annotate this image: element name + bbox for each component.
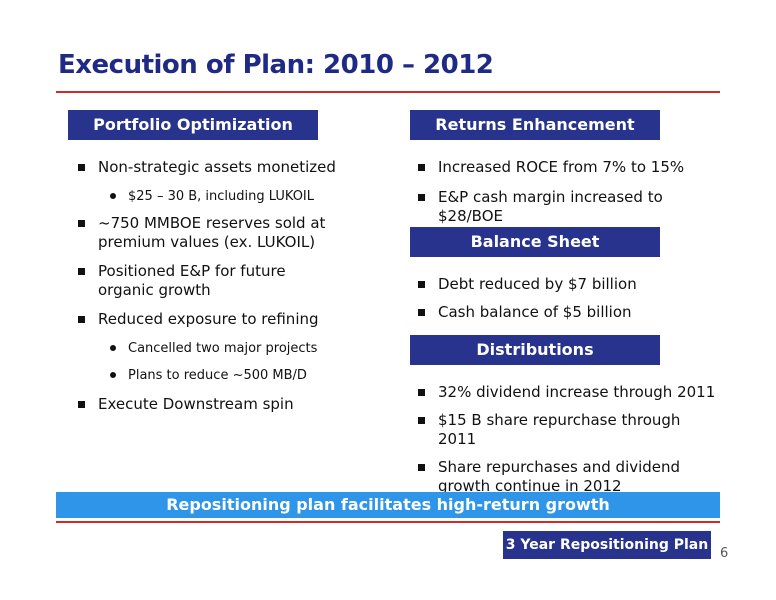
page-number: 6	[720, 546, 729, 561]
balance-sheet-header: Balance Sheet	[410, 227, 660, 257]
bottom-divider	[56, 521, 720, 523]
list-item: $15 B share repurchase through 2011	[416, 411, 716, 449]
summary-banner: Repositioning plan facilitates high-retu…	[56, 492, 720, 518]
returns-enhancement-list: Increased ROCE from 7% to 15% E&P cash m…	[416, 158, 716, 226]
list-item: Debt reduced by $7 billion	[416, 275, 716, 294]
list-item: Positioned E&P for future organic growth	[76, 262, 346, 300]
list-item: Share repurchases and dividend growth co…	[416, 458, 716, 496]
list-item: Non-strategic assets monetized	[76, 158, 346, 177]
slide-title: Execution of Plan: 2010 – 2012	[58, 50, 494, 80]
repositioning-plan-label: 3 Year Repositioning Plan	[503, 531, 711, 559]
list-item: Cash balance of $5 billion	[416, 303, 716, 322]
returns-enhancement-header: Returns Enhancement	[410, 110, 660, 140]
list-subitem: Plans to reduce ~500 MB/D	[76, 366, 346, 385]
distributions-list: 32% dividend increase through 2011 $15 B…	[416, 383, 716, 496]
distributions-header: Distributions	[410, 335, 660, 365]
list-item: 32% dividend increase through 2011	[416, 383, 716, 402]
list-subitem: Cancelled two major projects	[76, 339, 346, 358]
list-item: Execute Downstream spin	[76, 395, 346, 414]
list-item: Increased ROCE from 7% to 15%	[416, 158, 716, 177]
portfolio-optimization-header: Portfolio Optimization	[68, 110, 318, 140]
balance-sheet-list: Debt reduced by $7 billion Cash balance …	[416, 275, 716, 322]
title-divider	[56, 91, 720, 93]
list-item: ~750 MMBOE reserves sold at premium valu…	[76, 214, 346, 252]
portfolio-optimization-list: Non-strategic assets monetized $25 – 30 …	[76, 158, 346, 414]
list-item: E&P cash margin increased to $28/BOE	[416, 188, 716, 226]
list-item: Reduced exposure to refining	[76, 310, 346, 329]
list-subitem: $25 – 30 B, including LUKOIL	[76, 187, 346, 206]
